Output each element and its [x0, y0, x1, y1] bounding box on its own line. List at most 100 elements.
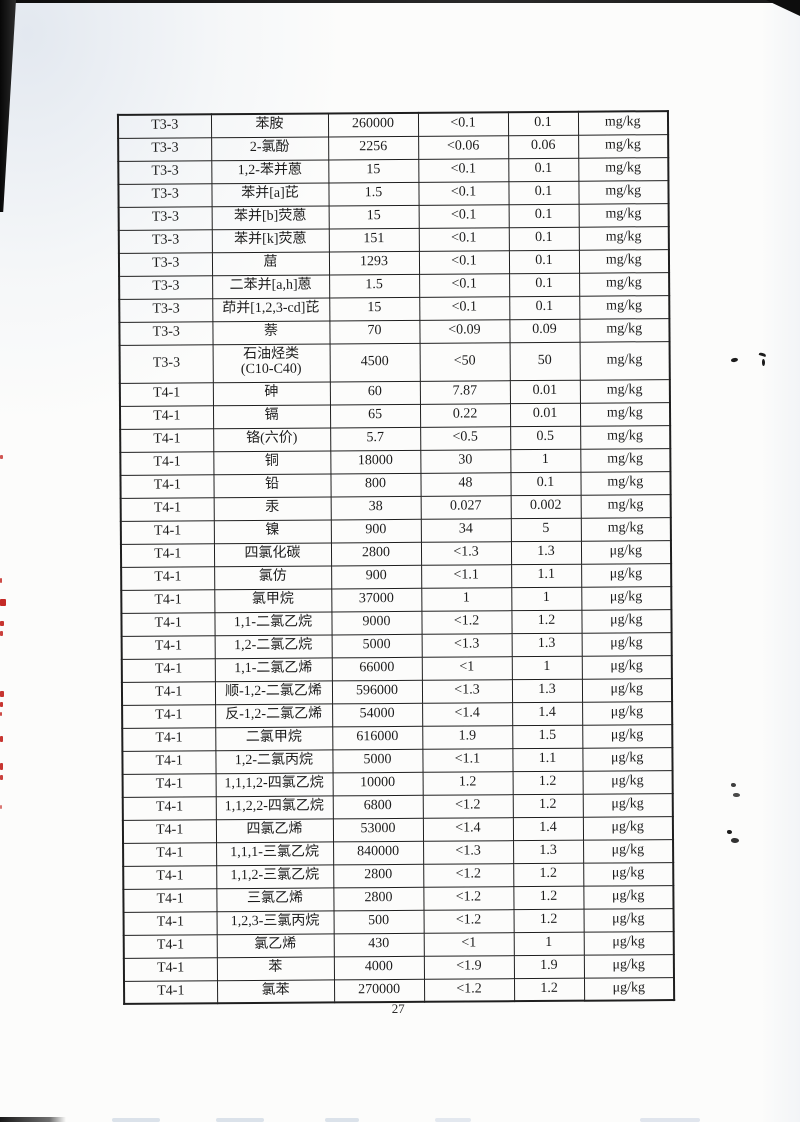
sample-id-cell: T3-3 — [118, 137, 212, 161]
detection-limit-cell: 1.5 — [512, 724, 583, 749]
unit-cell: mg/kg — [579, 402, 671, 426]
scan-bottom-smudge — [435, 1118, 471, 1122]
screening-value-cell: 5.7 — [330, 426, 421, 451]
chemical-name-cell: 1,1,1,2-四氯乙烷 — [215, 772, 333, 797]
detection-limit-cell: 0.1 — [508, 249, 580, 274]
measured-value-cell: <1.3 — [423, 840, 514, 864]
screening-value-cell: 70 — [329, 319, 420, 344]
measured-value-cell: <0.09 — [419, 319, 510, 343]
detection-limit-cell: 50 — [509, 341, 580, 381]
sample-id-cell: T3-3 — [118, 252, 213, 276]
measured-value-cell: 30 — [420, 449, 511, 473]
unit-cell: mg/kg — [579, 272, 670, 296]
scan-bottom-smudge — [216, 1118, 264, 1122]
sample-id-cell: T4-1 — [119, 405, 214, 429]
unit-cell: mg/kg — [579, 341, 670, 380]
ink-speck — [762, 359, 765, 366]
chemical-name-cell: 四氯化碳 — [213, 542, 332, 567]
chemical-name-cell: 汞 — [213, 496, 331, 521]
chemical-name-cell: 氯甲烷 — [214, 588, 332, 613]
measured-value-cell: <1 — [423, 932, 514, 956]
sample-id-cell: T3-3 — [119, 344, 213, 383]
detection-limit-cell: 0.1 — [510, 471, 581, 496]
chemical-name-cell: 苯 — [216, 956, 334, 981]
screening-value-cell: 15 — [328, 204, 419, 229]
ink-speck — [731, 838, 739, 843]
detection-limit-cell: 0.1 — [508, 226, 579, 251]
sample-id-cell: T4-1 — [121, 612, 215, 636]
measured-value-cell: <1.3 — [420, 541, 512, 565]
chemical-name-cell: 1,2-二氯乙烷 — [214, 634, 332, 659]
chemical-name-cell: 1,2-苯并蒽 — [211, 159, 329, 184]
unit-cell: μg/kg — [581, 609, 672, 633]
red-stamp-fragment — [0, 691, 4, 697]
screening-value-cell: 2256 — [328, 135, 419, 160]
measured-value-cell: 1 — [421, 587, 512, 611]
red-stamp-fragment — [0, 763, 3, 770]
screening-value-cell: 5000 — [331, 633, 422, 658]
unit-cell: μg/kg — [582, 724, 673, 748]
chemical-name-cell: 二苯并[a,h]蒽 — [212, 274, 330, 299]
detection-limit-cell: 1.4 — [512, 701, 583, 726]
sample-id-cell: T4-1 — [120, 520, 214, 544]
measured-value-cell: <1.2 — [421, 610, 512, 634]
measured-value-cell: 0.027 — [420, 495, 511, 519]
sample-id-cell: T3-3 — [119, 298, 213, 322]
screening-value-cell: 37000 — [331, 587, 422, 612]
scan-bottom-smudge — [640, 1118, 700, 1122]
red-stamp-fragment — [0, 712, 2, 716]
unit-cell: mg/kg — [580, 448, 671, 472]
unit-cell: μg/kg — [581, 632, 672, 656]
screening-value-cell: 1.5 — [329, 273, 420, 298]
measured-value-cell: 1.9 — [422, 725, 513, 749]
chemical-name-cell: 1,1-二氯乙烯 — [214, 657, 332, 682]
detection-limit-cell: 1.4 — [512, 816, 584, 841]
red-stamp-fragment — [0, 455, 3, 459]
screening-value-cell: 596000 — [331, 679, 423, 704]
unit-cell: μg/kg — [583, 839, 674, 863]
measured-value-cell: <1.2 — [423, 886, 514, 910]
red-stamp-fragment — [0, 621, 4, 626]
measured-value-cell: <0.1 — [419, 273, 510, 297]
unit-cell: μg/kg — [582, 770, 673, 794]
measured-value-cell: <1.2 — [423, 863, 514, 887]
detection-limit-cell: 1.2 — [513, 977, 585, 1002]
detection-limit-cell: 0.1 — [508, 180, 579, 205]
unit-cell: μg/kg — [580, 540, 672, 564]
scan-edge-top — [0, 0, 800, 3]
unit-cell: mg/kg — [578, 203, 669, 227]
screening-value-cell: 840000 — [333, 840, 424, 865]
chemical-name-cell: 茚并[1,2,3-cd]芘 — [212, 297, 330, 322]
detection-limit-cell: 0.01 — [509, 402, 581, 427]
screening-value-cell: 9000 — [331, 610, 422, 635]
scan-bottom-smudge — [325, 1118, 359, 1122]
screening-value-cell: 430 — [333, 932, 424, 957]
unit-cell: μg/kg — [581, 586, 672, 610]
chemical-name-cell: 氯乙烯 — [216, 933, 334, 958]
chemical-name-cell: 1,1,1-三氯乙烷 — [216, 841, 334, 866]
measured-value-cell: <1.1 — [421, 564, 512, 588]
chemical-name-cell: 苯并[a]芘 — [211, 182, 329, 207]
sample-id-cell: T3-3 — [118, 183, 212, 207]
screening-value-cell: 66000 — [331, 656, 422, 681]
unit-cell: mg/kg — [579, 318, 670, 342]
unit-cell: μg/kg — [582, 747, 673, 771]
measured-value-cell: 7.87 — [419, 380, 510, 404]
sample-id-cell: T4-1 — [123, 865, 217, 889]
sample-id-cell: T4-1 — [122, 773, 216, 797]
unit-cell: μg/kg — [583, 977, 675, 1001]
unit-cell: mg/kg — [580, 471, 671, 495]
chemical-name-cell: 顺-1,2-二氯乙烯 — [214, 680, 333, 705]
screening-value-cell: 1293 — [328, 250, 420, 275]
table-row: T3-3 石油烃类 (C10-C40) 4500 <50 50 mg/kg — [119, 341, 670, 383]
measured-value-cell: <1.2 — [423, 978, 515, 1002]
measured-value-cell: <0.1 — [418, 158, 509, 182]
scan-edge-bottom-left — [0, 1117, 66, 1122]
chemical-name-cell: 1,1,2,2-四氯乙烷 — [215, 795, 333, 820]
detection-limit-cell: 0.1 — [508, 203, 579, 228]
screening-value-cell: 15 — [328, 158, 419, 183]
screening-value-cell: 151 — [328, 227, 419, 252]
measured-value-cell: <1.1 — [422, 748, 513, 772]
measured-value-cell: 1.2 — [422, 771, 513, 795]
detection-limit-cell: 1.3 — [511, 678, 583, 703]
